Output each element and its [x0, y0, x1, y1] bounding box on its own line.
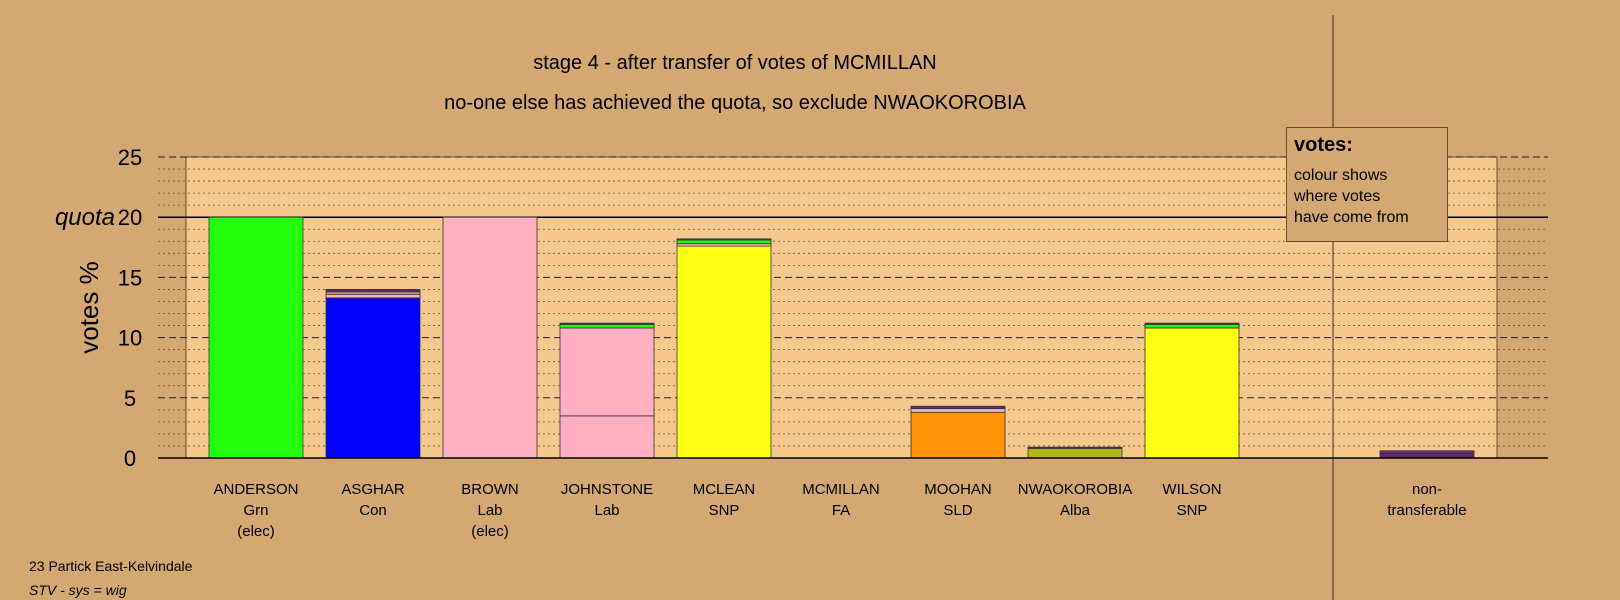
- candidate-party-label: Lab: [594, 502, 619, 519]
- bar-segment: [325, 293, 421, 299]
- chart-subtitle: no-one else has achieved the quota, so e…: [444, 92, 1026, 114]
- candidate-party-label: Con: [359, 502, 387, 519]
- candidate-party-label: SNP: [1177, 502, 1208, 519]
- bar-segment: [910, 411, 1006, 459]
- candidate-party-label: Grn: [243, 502, 268, 519]
- chart-title: stage 4 - after transfer of votes of MCM…: [533, 52, 937, 74]
- bar-segment: [676, 239, 772, 245]
- candidate-name-label: WILSON: [1162, 481, 1221, 498]
- ward-label: 23 Partick East-Kelvindale: [29, 558, 193, 574]
- bar-segment: [442, 216, 538, 459]
- candidate-name-label: MCLEAN: [693, 481, 756, 498]
- bar-segment: [559, 323, 655, 329]
- candidate-note-label: (elec): [237, 523, 275, 540]
- bar-segment: [325, 289, 421, 293]
- candidate-note-label: (elec): [471, 523, 509, 540]
- quota-label: quota: [55, 204, 115, 231]
- bar-segment: [910, 405, 1006, 410]
- candidate-name-label: MCMILLAN: [802, 481, 880, 498]
- legend-text: colour shows where votes have come from: [1294, 167, 1409, 226]
- bar-segment: [1144, 323, 1240, 329]
- candidate-party-label: Alba: [1060, 502, 1091, 519]
- candidate-party-label: SLD: [943, 502, 972, 519]
- y-tick-label: 15: [118, 265, 142, 290]
- nontransferable-label: non-: [1412, 481, 1442, 498]
- candidate-name-label: BROWN: [461, 481, 519, 498]
- bar-segment: [1144, 327, 1240, 459]
- bar-segment: [325, 297, 421, 459]
- bar-segment: [1027, 447, 1123, 459]
- y-tick-label: 0: [124, 446, 136, 471]
- y-tick-label: 25: [118, 145, 142, 170]
- y-tick-label: 10: [118, 326, 142, 351]
- nontransferable-bar-segment: [1379, 450, 1475, 454]
- bar-segment: [1027, 446, 1123, 449]
- bar-segment: [676, 245, 772, 459]
- legend-title: votes:: [1294, 134, 1353, 156]
- bar-segment: [559, 327, 655, 417]
- candidate-name-label: ANDERSON: [213, 481, 298, 498]
- y-tick-label: 5: [124, 386, 136, 411]
- bar-segment: [559, 415, 655, 459]
- system-label: STV - sys = wig: [29, 582, 127, 598]
- bar-segment: [676, 238, 772, 241]
- legend-box: votes: colour shows where votes have com…: [1286, 127, 1448, 242]
- y-tick-label: 20: [118, 205, 142, 230]
- candidate-party-label: Lab: [477, 502, 502, 519]
- nontransferable-label: transferable: [1387, 502, 1466, 519]
- bar-segment: [1144, 322, 1240, 325]
- candidate-name-label: NWAOKOROBIA: [1018, 481, 1132, 498]
- candidate-party-label: SNP: [709, 502, 740, 519]
- candidate-party-label: FA: [832, 502, 850, 519]
- y-axis-label: votes %: [74, 261, 104, 354]
- bar-segment: [559, 322, 655, 325]
- candidate-name-label: JOHNSTONE: [561, 481, 653, 498]
- candidate-name-label: ASGHAR: [341, 481, 405, 498]
- bar-segment: [208, 216, 304, 459]
- bar-segment: [910, 408, 1006, 413]
- candidate-name-label: MOOHAN: [924, 481, 992, 498]
